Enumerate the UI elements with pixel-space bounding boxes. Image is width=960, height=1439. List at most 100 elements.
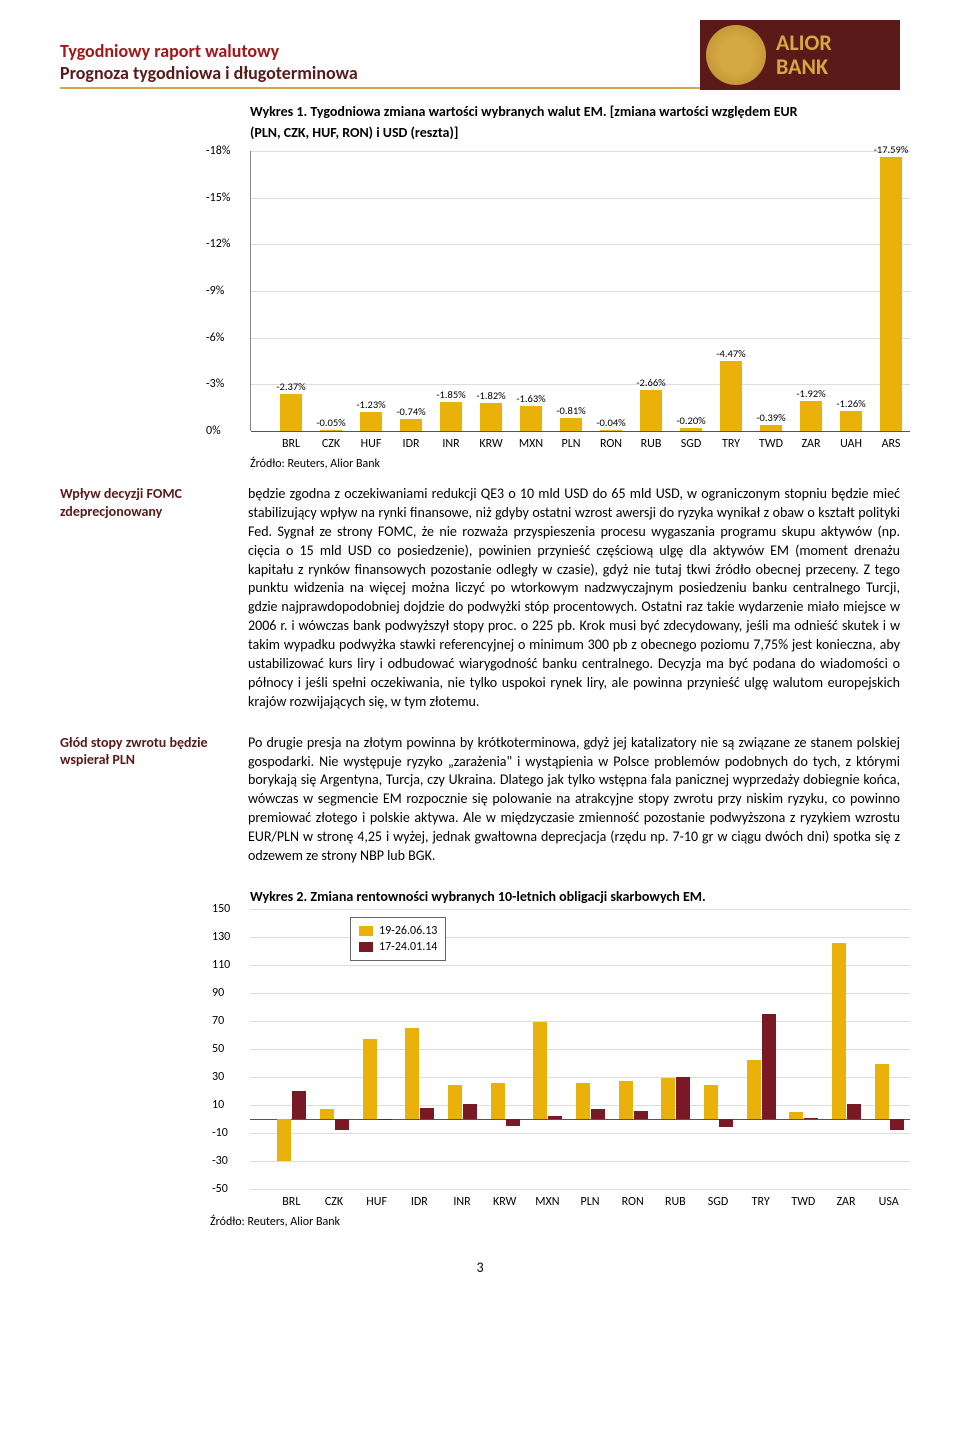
- section-body: będzie zgodna z oczekiwaniami redukcji Q…: [248, 485, 900, 712]
- chart1-bar: [480, 403, 502, 431]
- chart1-value-label: -0.20%: [676, 414, 705, 427]
- chart1-value-label: -1.92%: [796, 387, 825, 400]
- chart2-bar: [277, 1119, 291, 1161]
- chart2-bar: [875, 1064, 889, 1119]
- chart2-category-label: IDR: [411, 1195, 428, 1209]
- chart1-ytick: -12%: [206, 237, 230, 251]
- chart2-category-label: CZK: [325, 1195, 343, 1209]
- chart1-category-label: KRW: [479, 437, 502, 451]
- chart1-category-label: PLN: [562, 437, 581, 451]
- chart2-bar: [320, 1109, 334, 1119]
- chart1-bar: [400, 419, 422, 431]
- chart2-bar: [363, 1039, 377, 1119]
- chart2-caption: Wykres 2. Zmiana rentowności wybranych 1…: [250, 888, 900, 905]
- chart1-bar: [640, 390, 662, 431]
- chart1-bar: [280, 394, 302, 431]
- chart1-caption: Wykres 1. Tygodniowa zmiana wartości wyb…: [250, 103, 900, 120]
- chart2-bar: [378, 1119, 392, 1120]
- chart1-bar: [600, 430, 622, 431]
- chart2: 1501301109070503010-10-30-50BRLCZKHUFIDR…: [250, 909, 910, 1189]
- section-side-label: Głód stopy zwrotu będzie wspierał PLN: [60, 734, 220, 769]
- chart1-ytick: -6%: [206, 331, 224, 345]
- chart2-bar: [832, 943, 846, 1119]
- chart1-category-label: HUF: [361, 437, 382, 451]
- chart2-ytick: -50: [212, 1182, 228, 1196]
- chart2-category-label: TRY: [752, 1195, 770, 1209]
- chart2-category-label: RUB: [665, 1195, 686, 1209]
- chart1-value-label: -0.74%: [396, 405, 425, 418]
- chart2-legend: 19-26.06.13 17-24.01.14: [350, 917, 446, 961]
- chart2-category-label: ZAR: [836, 1195, 855, 1209]
- chart1-bar: [560, 418, 582, 431]
- chart1-bar: [840, 411, 862, 431]
- chart2-bar: [676, 1077, 690, 1119]
- chart1-value-label: -1.85%: [436, 388, 465, 401]
- chart1-category-label: MXN: [519, 437, 543, 451]
- page-number: 3: [60, 1259, 900, 1276]
- chart1-category-label: RUB: [641, 437, 662, 451]
- chart1-value-label: -0.39%: [756, 411, 785, 424]
- chart1-value-label: -0.81%: [556, 404, 585, 417]
- section-row: Wpływ decyzji FOMC zdeprecjonowany będzie…: [60, 485, 900, 712]
- chart2-bar: [548, 1116, 562, 1119]
- chart1-value-label: -17.59%: [874, 143, 909, 156]
- chart2-category-label: INR: [453, 1195, 470, 1209]
- chart1: -18%-15%-12%-9%-6%-3%0%-2.37%BRL-0.05%CZ…: [250, 151, 910, 431]
- chart2-category-label: HUF: [366, 1195, 387, 1209]
- legend-label: 19-26.06.13: [379, 924, 437, 938]
- section-side-label: Wpływ decyzji FOMC zdeprecjonowany: [60, 485, 220, 520]
- chart2-ytick: 30: [212, 1070, 224, 1084]
- chart2-ytick: 110: [212, 958, 230, 972]
- legend-swatch-icon: [359, 926, 373, 936]
- chart1-bar: [360, 412, 382, 431]
- chart1-bar: [680, 428, 702, 431]
- chart1-subcaption: (PLN, CZK, HUF, RON) i USD (reszta)]: [250, 124, 900, 141]
- chart2-ytick: 10: [212, 1098, 224, 1112]
- chart2-bar: [335, 1119, 349, 1130]
- chart1-value-label: -1.23%: [356, 398, 385, 411]
- chart1-source: Źródło: Reuters, Alior Bank: [250, 457, 900, 471]
- chart2-ytick: -10: [212, 1126, 228, 1140]
- bank-logo: ALIORBANK: [700, 20, 900, 90]
- chart2-category-label: RON: [622, 1195, 644, 1209]
- chart2-bar: [661, 1078, 675, 1119]
- chart2-category-label: KRW: [493, 1195, 516, 1209]
- chart1-bar: [520, 406, 542, 431]
- chart1-value-label: -1.82%: [476, 389, 505, 402]
- chart2-bar: [420, 1108, 434, 1119]
- chart1-ytick: 0%: [206, 424, 221, 438]
- chart2-ytick: 90: [212, 986, 224, 1000]
- chart2-bar: [405, 1028, 419, 1119]
- chart2-bar: [506, 1119, 520, 1126]
- chart1-category-label: ARS: [882, 437, 901, 451]
- chart1-ytick: -9%: [206, 284, 224, 298]
- chart2-bar: [491, 1083, 505, 1119]
- chart1-ytick: -15%: [206, 191, 230, 205]
- chart2-legend-item: 19-26.06.13: [359, 924, 437, 938]
- chart2-category-label: SGD: [708, 1195, 728, 1209]
- chart2-bar: [576, 1083, 590, 1119]
- chart2-category-label: USA: [879, 1195, 899, 1209]
- chart1-category-label: IDR: [403, 437, 420, 451]
- logo-text: ALIORBANK: [776, 31, 832, 79]
- chart1-bar: [800, 401, 822, 431]
- chart2-ytick: -30: [212, 1154, 228, 1168]
- chart2-ytick: 130: [212, 930, 230, 944]
- chart1-category-label: TWD: [759, 437, 783, 451]
- chart1-category-label: CZK: [322, 437, 340, 451]
- chart2-ytick: 150: [212, 902, 230, 916]
- chart1-category-label: UAH: [840, 437, 862, 451]
- chart2-bar: [719, 1119, 733, 1127]
- chart2-bar: [704, 1085, 718, 1119]
- section-row: Głód stopy zwrotu będzie wspierał PLN Po …: [60, 734, 900, 866]
- chart1-bar: [440, 402, 462, 431]
- chart1-ytick: -3%: [206, 377, 224, 391]
- legend-label: 17-24.01.14: [379, 940, 437, 954]
- chart2-bar: [789, 1112, 803, 1119]
- chart1-bar: [760, 425, 782, 431]
- chart1-plot-area: -18%-15%-12%-9%-6%-3%0%-2.37%BRL-0.05%CZ…: [250, 151, 910, 431]
- chart2-plot-area: 1501301109070503010-10-30-50BRLCZKHUFIDR…: [250, 909, 910, 1189]
- chart1-category-label: INR: [442, 437, 459, 451]
- section-body: Po drugie presja na złotym powinna by kr…: [248, 734, 900, 866]
- chart2-bar: [619, 1081, 633, 1119]
